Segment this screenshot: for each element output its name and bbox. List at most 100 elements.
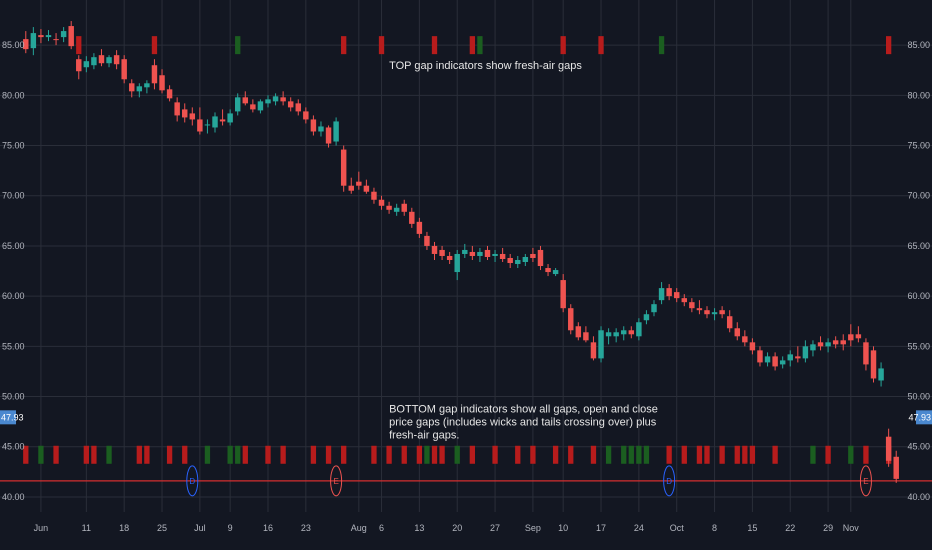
candle-body [439, 249, 445, 256]
candle-body [757, 350, 763, 363]
bottom-gap-indicator [742, 445, 748, 464]
candle-body [212, 116, 218, 128]
bottom-gap-indicator [454, 445, 460, 464]
candle-body [537, 249, 544, 267]
candle-body [98, 55, 105, 64]
x-tick-label: Sep [525, 523, 541, 533]
bottom-gap-indicator [605, 445, 612, 464]
candle-body [825, 342, 831, 347]
bottom-gap-indicator [416, 445, 423, 464]
bottom-gap-indicator [734, 445, 740, 464]
candle-body [68, 26, 74, 47]
bottom-gap-indicator [371, 445, 377, 464]
bottom-gap-indicator [704, 445, 710, 464]
candle-body [492, 253, 498, 256]
y-tick-label: 55.00 [2, 341, 25, 351]
bottom-gap-indicator [401, 445, 407, 464]
x-tick-label: 17 [596, 523, 606, 533]
y-tick-label: 45.00 [907, 442, 930, 452]
bottom-gap-indicator [863, 445, 869, 464]
top-gap-indicator [885, 36, 892, 55]
last-price-label: 47.93 [908, 412, 931, 422]
candle-body [673, 292, 680, 299]
top-gap-indicator [658, 36, 665, 55]
y-tick-label: 40.00 [907, 492, 930, 502]
annotation-text: BOTTOM gap indicators show all gaps, ope… [389, 404, 658, 416]
candle-body [409, 211, 415, 224]
candle-body [333, 121, 339, 142]
candle-body [242, 97, 249, 104]
candle-body [764, 356, 771, 363]
candle-body [515, 259, 521, 265]
x-tick-label: Oct [670, 523, 685, 533]
x-tick-label: 24 [634, 523, 644, 533]
bottom-gap-indicator [568, 445, 574, 464]
x-tick-label: 16 [263, 523, 273, 533]
candle-body [613, 332, 619, 337]
candle-body [848, 334, 854, 341]
top-gap-indicator [598, 36, 604, 55]
candle-body [893, 456, 899, 479]
top-gap-indicator [469, 36, 476, 55]
candles [23, 21, 899, 483]
x-tick-label: 15 [747, 523, 757, 533]
candle-body [166, 89, 173, 99]
x-tick-label: 23 [301, 523, 311, 533]
candle-body [462, 249, 468, 254]
y-tick-label: 40.00 [2, 492, 25, 502]
candle-body [340, 149, 347, 186]
candle-body [568, 308, 574, 331]
candle-body [144, 83, 150, 88]
grid-lines [0, 0, 932, 512]
candle-body [446, 255, 453, 260]
candle-body [469, 251, 476, 256]
candle-body [197, 119, 203, 132]
annotation-text: price gaps (includes wicks and tails cro… [389, 417, 657, 429]
candle-body [295, 103, 301, 112]
y-tick-label: 75.00 [907, 141, 930, 151]
top-gap-indicator [235, 36, 241, 55]
y-tick-label: 50.00 [907, 392, 930, 402]
bottom-gap-indicator [325, 445, 332, 464]
candle-body [870, 350, 877, 379]
x-tick-label: 25 [157, 523, 167, 533]
candle-body [76, 59, 82, 72]
bottom-gap-indicator [53, 445, 59, 464]
bottom-gap-indicator [144, 445, 150, 464]
x-tick-label: Aug [351, 523, 367, 533]
candle-body [23, 39, 29, 50]
candle-body [287, 101, 294, 108]
y-tick-label: 80.00 [907, 90, 930, 100]
top-gap-indicator [560, 36, 566, 55]
bottom-gap-indicator [492, 445, 498, 464]
bottom-gap-indicator [91, 445, 97, 464]
x-tick-label: 6 [379, 523, 384, 533]
candle-body [666, 288, 672, 297]
event-marker-label: D [666, 477, 672, 486]
candle-body [605, 332, 612, 337]
candle-body [628, 330, 635, 335]
bottom-gap-indicator [310, 445, 317, 464]
candle-body [726, 316, 733, 329]
candle-body [45, 35, 52, 38]
event-marker [859, 465, 872, 497]
bottom-gap-indicator [227, 445, 233, 464]
candle-body [129, 83, 135, 92]
bottom-gap-indicator [772, 445, 778, 464]
candle-body [742, 336, 748, 343]
x-tick-label: Nov [843, 523, 860, 533]
x-tick-label: 11 [82, 523, 91, 533]
candle-body [219, 119, 226, 122]
annotation-text: TOP gap indicators show fresh-air gaps [389, 60, 582, 72]
x-tick-label: 22 [785, 523, 795, 533]
candle-body [530, 253, 536, 258]
candle-body [424, 235, 430, 246]
candle-body [159, 75, 165, 91]
bottom-gap-indicator [182, 445, 188, 464]
bottom-gap-indicator [386, 445, 392, 464]
event-marker [330, 465, 343, 497]
event-marker-label: D [189, 477, 195, 486]
candle-body [325, 127, 332, 144]
y-tick-label: 50.00 [2, 392, 25, 402]
